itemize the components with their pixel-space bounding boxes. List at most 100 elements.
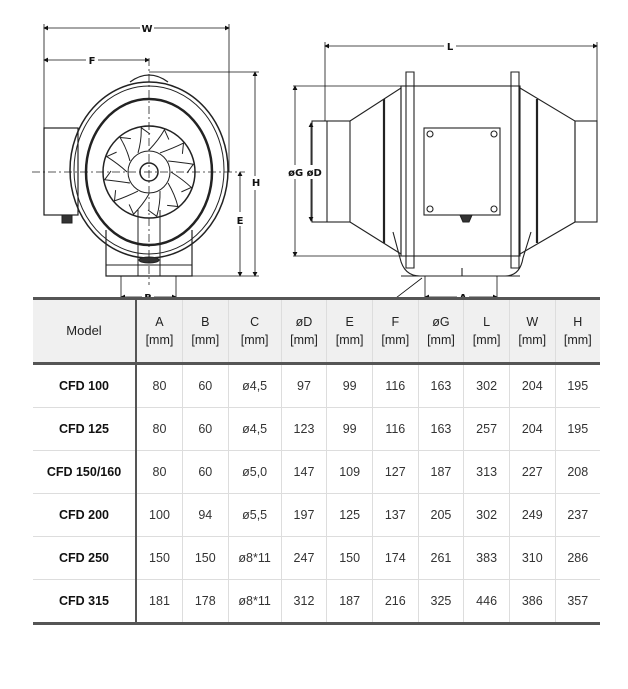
value-cell: 99 <box>326 407 373 451</box>
column-name: F <box>391 315 400 329</box>
value-cell: 187 <box>417 450 464 494</box>
column-unit: [mm] <box>290 333 318 347</box>
impeller-blade <box>137 126 151 154</box>
table-row: CFD 125 80 60 ø4,5 123 99 116 163 257 204 195 <box>33 407 600 451</box>
value-cell: 195 <box>554 407 600 451</box>
column-name: Model <box>66 323 102 338</box>
label-a: A <box>459 293 467 300</box>
column-unit: [mm] <box>427 333 455 347</box>
value-cell: 247 <box>280 536 327 580</box>
column-unit: [mm] <box>145 333 174 347</box>
column-name: A <box>155 315 164 329</box>
table-row: CFD 250 150 150 ø8*11 247 150 174 261 383 310 286 <box>33 536 600 580</box>
value-cell: 204 <box>508 363 556 408</box>
column-header: F [mm] <box>371 297 419 365</box>
value-cell: 208 <box>554 450 600 494</box>
value-cell: 181 <box>135 579 183 625</box>
value-cell: 227 <box>508 450 556 494</box>
value-cell: 163 <box>417 407 464 451</box>
impeller-blade <box>148 128 170 151</box>
side-dimensions <box>292 42 598 300</box>
value-cell: 205 <box>417 493 464 537</box>
column-header: L [mm] <box>463 297 510 365</box>
column-header: W [mm] <box>508 297 556 365</box>
value-cell: 60 <box>181 407 229 451</box>
impeller-blade <box>128 193 150 216</box>
value-cell: ø5,0 <box>227 450 282 494</box>
table-row: CFD 150/160 80 60 ø5,0 147 109 127 187 313 227 208 <box>33 450 600 494</box>
value-cell: 163 <box>417 363 464 408</box>
impeller-blade <box>147 191 161 218</box>
value-cell: 150 <box>326 536 373 580</box>
column-name: B <box>201 315 210 329</box>
model-cell: CFD 150/160 <box>33 450 137 494</box>
value-cell: 286 <box>554 536 600 580</box>
column-name: E <box>345 315 354 329</box>
value-cell: 100 <box>135 493 183 537</box>
value-cell: 116 <box>371 407 419 451</box>
table-header-row: Model A [mm] B [mm] C [mm] øD [mm] E [mm] F [mm] øG [m… <box>33 297 600 365</box>
column-name: W <box>526 315 539 329</box>
value-cell: 312 <box>280 579 327 625</box>
label-h: H <box>252 178 260 189</box>
value-cell: 80 <box>135 450 183 494</box>
value-cell: ø5,5 <box>227 493 282 537</box>
column-name: L <box>483 315 491 329</box>
table-row: CFD 200 100 94 ø5,5 197 125 137 205 302 249 237 <box>33 493 600 537</box>
value-cell: 60 <box>181 363 229 408</box>
value-cell: 197 <box>280 493 327 537</box>
value-cell: 204 <box>508 407 556 451</box>
column-header: A [mm] <box>135 297 183 365</box>
side-dimension-labels: L øG øD C A <box>286 40 469 300</box>
value-cell: 249 <box>508 493 556 537</box>
column-header: øD [mm] <box>280 297 327 365</box>
impeller-blades <box>103 126 195 218</box>
label-g-d: øG øD <box>288 168 322 179</box>
model-cell: CFD 100 <box>33 363 137 408</box>
column-name: H <box>573 315 583 329</box>
value-cell: 127 <box>371 450 419 494</box>
value-cell: 195 <box>554 363 600 408</box>
value-cell: 99 <box>326 363 373 408</box>
dimensions-table: Model A [mm] B [mm] C [mm] øD [mm] E [mm] F [mm] øG [m… <box>33 297 600 625</box>
value-cell: 94 <box>181 493 229 537</box>
column-name: øD <box>295 315 313 329</box>
value-cell: 80 <box>135 407 183 451</box>
column-unit: [mm] <box>472 333 501 347</box>
value-cell: 150 <box>135 536 183 580</box>
value-cell: 147 <box>280 450 327 494</box>
value-cell: ø4,5 <box>227 407 282 451</box>
impeller-blade <box>167 182 179 208</box>
value-cell: 109 <box>326 450 373 494</box>
impeller-blade <box>167 160 195 174</box>
value-cell: 383 <box>463 536 510 580</box>
impeller-blade <box>119 136 131 162</box>
value-cell: 80 <box>135 363 183 408</box>
front-dimension-labels: W F H E B <box>86 22 262 300</box>
value-cell: ø4,5 <box>227 363 282 408</box>
impeller-blade <box>170 171 193 193</box>
column-header: E [mm] <box>326 297 373 365</box>
impeller-blade <box>159 142 185 154</box>
column-header: H [mm] <box>554 297 600 365</box>
table-row: CFD 315 181 178 ø8*11 312 187 216 325 446 386 357 <box>33 579 600 625</box>
column-unit: [mm] <box>240 333 269 347</box>
value-cell: 174 <box>371 536 419 580</box>
column-name: øG <box>432 315 450 329</box>
column-name: C <box>250 315 260 329</box>
impeller-blade <box>105 151 128 173</box>
value-cell: 237 <box>554 493 600 537</box>
value-cell: 137 <box>371 493 419 537</box>
impeller-blade <box>103 170 131 184</box>
side-view <box>311 71 598 277</box>
model-cell: CFD 125 <box>33 407 137 451</box>
value-cell: 302 <box>463 493 510 537</box>
impeller-blade <box>113 190 139 202</box>
value-cell: ø8*11 <box>227 536 282 580</box>
value-cell: 446 <box>463 579 510 625</box>
label-b: B <box>144 293 152 300</box>
value-cell: 325 <box>417 579 464 625</box>
value-cell: 357 <box>554 579 600 625</box>
value-cell: 97 <box>280 363 327 408</box>
column-unit: [mm] <box>335 333 364 347</box>
